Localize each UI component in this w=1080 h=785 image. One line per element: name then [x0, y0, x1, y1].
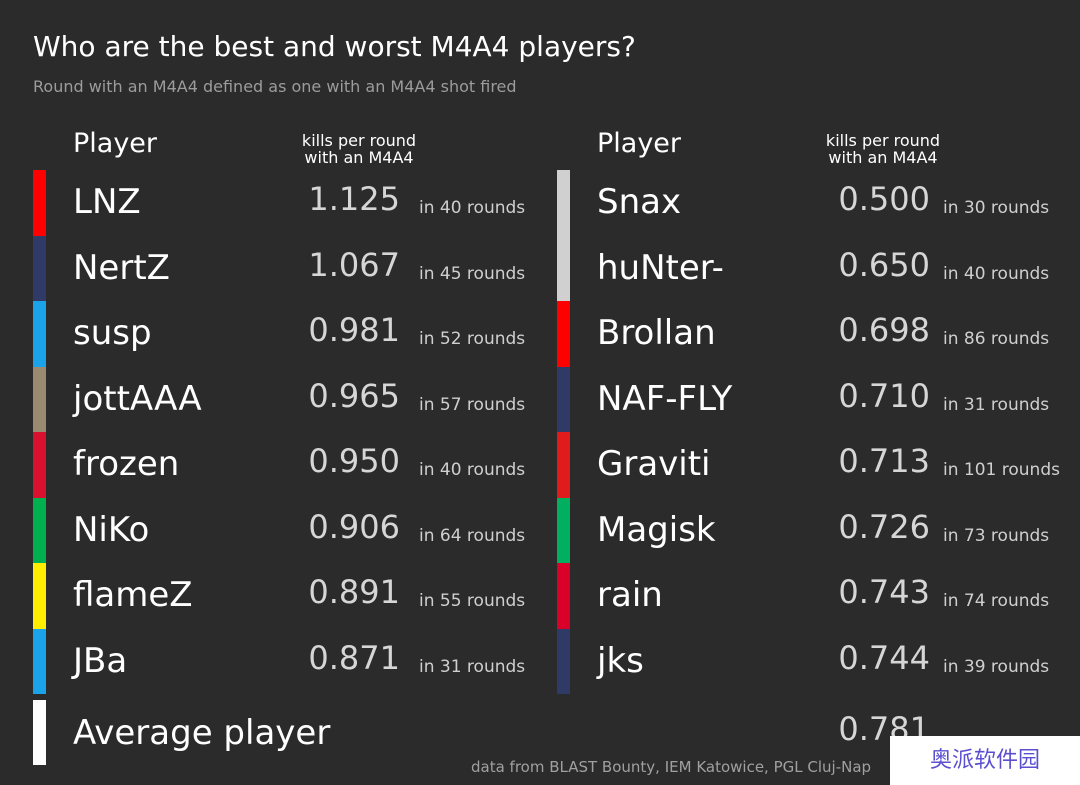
kills-per-round: 0.743: [838, 573, 930, 611]
kills-per-round: 0.965: [308, 376, 400, 415]
player-name: Graviti: [597, 444, 711, 484]
player-name: NiKo: [73, 509, 150, 550]
player-name: jottAAA: [73, 378, 202, 419]
player-color-bar: [557, 497, 570, 563]
player-name: NAF-FLY: [597, 378, 733, 419]
player-color-bar: [557, 563, 570, 629]
player-color-bar: [33, 366, 46, 432]
player-color-bar: [33, 170, 46, 236]
rounds: in 30 rounds: [943, 198, 1050, 218]
kills-per-round: 0.710: [838, 376, 930, 415]
rounds: in 74 rounds: [943, 591, 1050, 611]
watermark: 奥派软件园: [890, 736, 1080, 785]
kills-per-round: 1.125: [308, 180, 400, 218]
rounds: in 45 rounds: [419, 263, 526, 284]
kills-per-round: 0.500: [838, 180, 930, 218]
player-name: flameZ: [73, 575, 193, 615]
kills-per-round: 0.871: [308, 638, 400, 677]
rounds: in 40 rounds: [419, 460, 526, 480]
player-name: huNter-: [597, 247, 724, 288]
rounds: in 86 rounds: [943, 329, 1050, 349]
metric-header-line: with an M4A4: [304, 148, 414, 167]
metric-header: kills per round with an M4A4: [793, 132, 973, 166]
average-color-bar: [33, 700, 46, 765]
rounds: in 40 rounds: [419, 198, 526, 218]
kills-per-round: 0.650: [838, 245, 930, 284]
player-name: susp: [73, 313, 152, 353]
rounds: in 64 rounds: [419, 525, 526, 546]
player-name: Magisk: [597, 509, 716, 550]
player-name: jks: [597, 640, 644, 681]
rounds: in 55 rounds: [419, 591, 526, 611]
player-color-bar: [557, 235, 570, 301]
player-name: JBa: [73, 640, 128, 681]
rounds: in 73 rounds: [943, 525, 1050, 546]
player-color-bar: [33, 628, 46, 694]
player-color-bar: [557, 301, 570, 367]
kills-per-round: 0.981: [308, 311, 400, 349]
kills-per-round: 0.744: [838, 638, 930, 677]
player-name: Snax: [597, 182, 682, 222]
kills-per-round: 0.891: [308, 573, 400, 611]
rounds: in 39 rounds: [943, 656, 1050, 677]
player-color-bar: [557, 366, 570, 432]
subtitle: Round with an M4A4 defined as one with a…: [33, 77, 517, 96]
player-name: frozen: [73, 444, 180, 484]
rounds: in 52 rounds: [419, 329, 526, 349]
metric-header-line: kills per round: [825, 131, 941, 150]
kills-per-round: 1.067: [308, 245, 400, 284]
rounds: in 57 rounds: [419, 394, 526, 415]
player-name: LNZ: [73, 182, 141, 222]
player-color-bar: [557, 628, 570, 694]
kills-per-round: 0.906: [308, 507, 400, 546]
player-name: Brollan: [597, 313, 716, 353]
player-color-bar: [33, 497, 46, 563]
average-name: Average player: [73, 713, 331, 753]
kills-per-round: 0.698: [838, 311, 930, 349]
kills-per-round: 0.726: [838, 507, 930, 546]
metric-header-line: with an M4A4: [828, 148, 938, 167]
player-color-bar: [557, 170, 570, 236]
rounds: in 31 rounds: [419, 656, 526, 677]
title: Who are the best and worst M4A4 players?: [33, 30, 636, 63]
rounds: in 31 rounds: [943, 394, 1050, 415]
player-color-bar: [33, 235, 46, 301]
column-header: Player: [597, 128, 682, 159]
footer: data from BLAST Bounty, IEM Katowice, PG…: [471, 758, 872, 776]
rounds: in 101 rounds: [943, 460, 1060, 480]
player-color-bar: [33, 432, 46, 498]
player-name: rain: [597, 575, 663, 615]
player-color-bar: [33, 563, 46, 629]
player-name: NertZ: [73, 247, 170, 288]
kills-per-round: 0.713: [838, 442, 930, 480]
column-header: Player: [73, 128, 158, 159]
player-color-bar: [557, 432, 570, 498]
kills-per-round: 0.950: [308, 442, 400, 480]
rounds: in 40 rounds: [943, 263, 1050, 284]
metric-header: kills per round with an M4A4: [269, 132, 449, 166]
player-color-bar: [33, 301, 46, 367]
metric-header-line: kills per round: [301, 131, 417, 150]
